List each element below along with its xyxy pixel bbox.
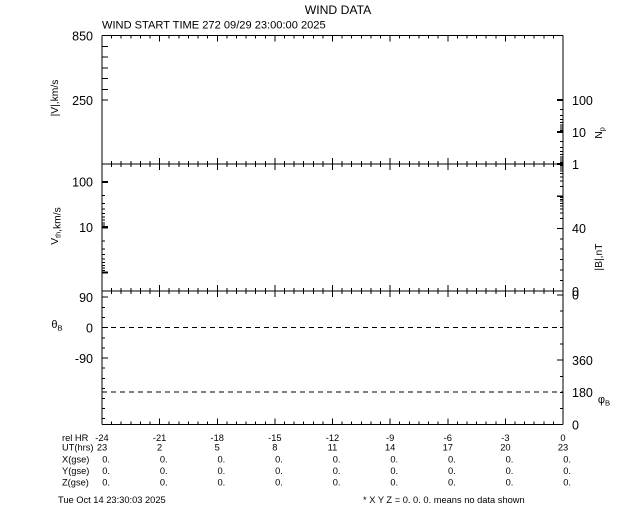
svg-text:Y(gse): Y(gse)	[62, 466, 89, 476]
svg-text:0.: 0.	[390, 455, 398, 465]
svg-text:0.: 0.	[563, 455, 571, 465]
svg-text:0.: 0.	[102, 455, 110, 465]
svg-text:rel HR: rel HR	[62, 433, 89, 443]
svg-text:2: 2	[157, 443, 162, 453]
svg-text:100: 100	[72, 176, 93, 190]
svg-text:0.: 0.	[275, 478, 283, 488]
svg-text:0.: 0.	[217, 466, 225, 476]
svg-text:10: 10	[79, 221, 93, 235]
svg-text:WIND START TIME 272 09/29 23:0: WIND START TIME 272 09/29 23:00:00 2025	[102, 20, 326, 32]
svg-text:0.: 0.	[563, 466, 571, 476]
svg-text:0.: 0.	[506, 455, 514, 465]
svg-text:0.: 0.	[506, 466, 514, 476]
svg-text:1: 1	[572, 158, 579, 172]
svg-text:40: 40	[572, 222, 586, 236]
svg-text:-12: -12	[326, 433, 339, 443]
svg-text:0.: 0.	[448, 466, 456, 476]
svg-text:0.: 0.	[160, 478, 168, 488]
svg-text:0.: 0.	[390, 478, 398, 488]
svg-text:UT(hrs): UT(hrs)	[62, 443, 94, 453]
svg-text:-3: -3	[501, 433, 509, 443]
svg-text:20: 20	[500, 443, 510, 453]
svg-text:-6: -6	[444, 433, 452, 443]
svg-text:0: 0	[560, 433, 565, 443]
svg-text:Tue Oct 14 23:30:03 2025: Tue Oct 14 23:30:03 2025	[58, 495, 166, 505]
svg-text:0.: 0.	[333, 466, 341, 476]
svg-text:Z(gse): Z(gse)	[62, 478, 89, 488]
svg-text:0.: 0.	[333, 455, 341, 465]
svg-text:90: 90	[79, 291, 93, 305]
svg-text:0.: 0.	[448, 478, 456, 488]
svg-text:-24: -24	[95, 433, 108, 443]
svg-text:0.: 0.	[506, 478, 514, 488]
svg-text:8: 8	[272, 443, 277, 453]
svg-text:0: 0	[572, 418, 579, 432]
svg-text:Vth,km/s: Vth,km/s	[50, 207, 63, 245]
svg-text:0.: 0.	[102, 466, 110, 476]
svg-text:-15: -15	[268, 433, 281, 443]
svg-text:0.: 0.	[563, 478, 571, 488]
svg-text:0: 0	[86, 321, 93, 335]
svg-text:-9: -9	[386, 433, 394, 443]
svg-text:WIND DATA: WIND DATA	[305, 3, 372, 17]
svg-text:0.: 0.	[217, 478, 225, 488]
svg-text:180: 180	[572, 386, 593, 400]
svg-text:0.: 0.	[160, 466, 168, 476]
svg-text:14: 14	[385, 443, 395, 453]
svg-text:Np: Np	[594, 127, 606, 138]
svg-text:0.: 0.	[160, 455, 168, 465]
svg-text:-18: -18	[211, 433, 224, 443]
svg-text:|B|,nT: |B|,nT	[594, 243, 605, 271]
svg-text:X(gse): X(gse)	[62, 455, 89, 465]
svg-text:-90: -90	[75, 352, 93, 366]
svg-text:100: 100	[572, 94, 593, 108]
svg-text:0.: 0.	[102, 478, 110, 488]
svg-text:0.: 0.	[390, 466, 398, 476]
svg-text:250: 250	[72, 94, 93, 108]
svg-text:0.: 0.	[275, 455, 283, 465]
svg-text:* X Y Z = 0. 0. 0. means no da: * X Y Z = 0. 0. 0. means no data shown	[363, 495, 525, 505]
svg-text:23: 23	[558, 443, 568, 453]
svg-text:-21: -21	[153, 433, 166, 443]
svg-text:23: 23	[97, 443, 107, 453]
svg-text:5: 5	[215, 443, 220, 453]
svg-text:0.: 0.	[333, 478, 341, 488]
svg-text:10: 10	[572, 126, 586, 140]
svg-text:17: 17	[443, 443, 453, 453]
svg-text:11: 11	[328, 443, 338, 453]
svg-text:0.: 0.	[217, 455, 225, 465]
svg-text:360: 360	[572, 354, 593, 368]
svg-text:|V|,km/s: |V|,km/s	[50, 80, 61, 117]
svg-text:850: 850	[72, 29, 93, 43]
svg-text:θB: θB	[51, 319, 62, 332]
svg-text:0.: 0.	[275, 466, 283, 476]
svg-text:φB: φB	[598, 394, 610, 407]
svg-text:0: 0	[572, 289, 579, 303]
svg-text:0.: 0.	[448, 455, 456, 465]
